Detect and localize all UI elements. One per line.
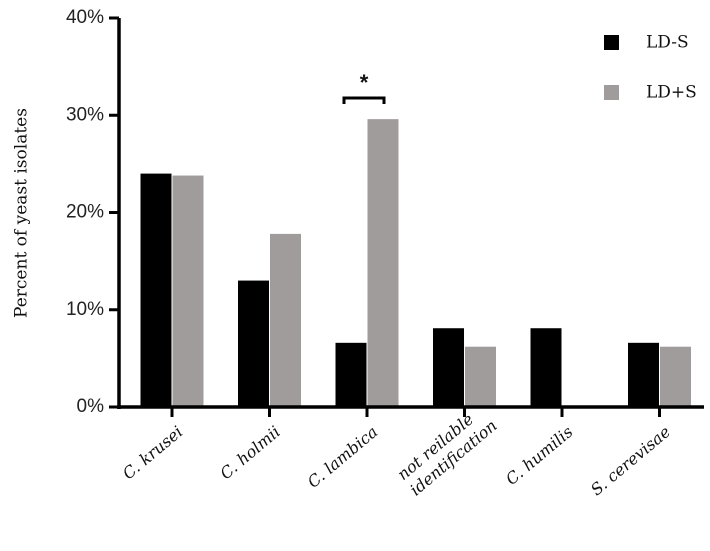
bar-ld-s — [433, 328, 464, 407]
bar-ld-s — [238, 280, 269, 407]
bar-ld-s — [660, 346, 691, 407]
x-category-label: S. cerevisae — [587, 422, 674, 499]
bar-ld-s — [270, 233, 301, 407]
bar-ld-s — [367, 119, 399, 407]
x-axis: C. krusei C. holmii C. lambica not reilable… — [117, 401, 704, 500]
legend-swatch — [604, 35, 619, 50]
y-axis: 0% 10% 20% 30% 40% — [66, 7, 121, 417]
legend-label: LD-S — [646, 33, 689, 53]
y-tick-label: 30% — [66, 104, 104, 125]
x-category-label: C. humilis — [502, 422, 576, 489]
legend: LD-S LD+S — [604, 33, 697, 103]
y-tick-label: 40% — [66, 7, 104, 28]
y-tick-label: 20% — [66, 202, 104, 223]
x-category-label: C. holmii — [216, 422, 284, 483]
x-category-label: not reilableidentification — [393, 401, 500, 500]
bar-ld-s — [140, 173, 172, 407]
bar-ld-s — [172, 175, 204, 407]
significance-star: * — [360, 70, 369, 95]
x-category-label: C. lambica — [304, 422, 382, 492]
legend-label: LD+S — [646, 83, 697, 103]
bar-ld-s — [335, 342, 367, 407]
legend-swatch — [604, 85, 619, 100]
y-tick-label: 10% — [66, 299, 104, 320]
x-category-label: C. krusei — [119, 422, 187, 483]
bars — [140, 119, 691, 407]
bar-ld-s — [628, 342, 659, 407]
significance-bracket — [342, 96, 386, 104]
bar-ld-s — [465, 346, 496, 407]
y-tick-label: 0% — [77, 396, 105, 417]
y-axis-label: Percent of yeast isolates — [12, 108, 32, 318]
significance-annotation: * — [342, 70, 386, 104]
bar-ld-s — [530, 328, 562, 407]
